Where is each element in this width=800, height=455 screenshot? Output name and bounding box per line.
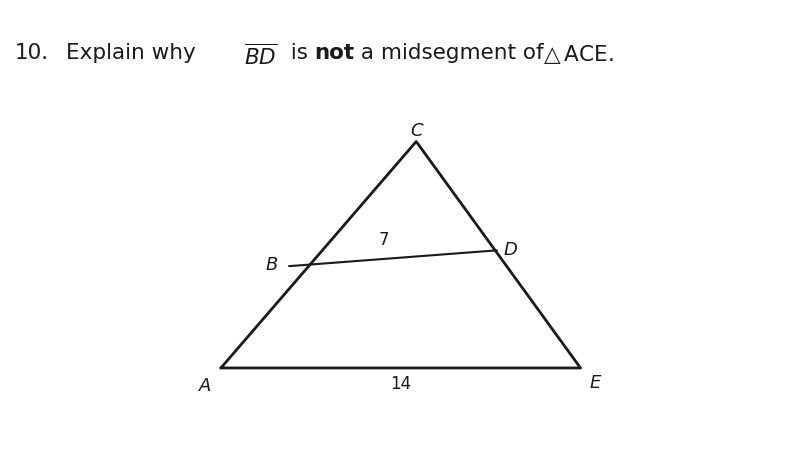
Text: $\overline{BD}$: $\overline{BD}$: [244, 43, 278, 69]
Text: A: A: [199, 376, 211, 394]
Text: 14: 14: [390, 374, 411, 392]
Text: $\triangle$ACE.: $\triangle$ACE.: [539, 43, 614, 66]
Text: C: C: [410, 122, 422, 140]
Text: a midsegment of: a midsegment of: [354, 43, 550, 63]
Text: not: not: [314, 43, 354, 63]
Text: 10.: 10.: [14, 43, 49, 63]
Text: B: B: [266, 256, 278, 274]
Text: E: E: [589, 373, 601, 391]
Text: Explain why: Explain why: [66, 43, 202, 63]
Text: 7: 7: [378, 231, 390, 248]
Text: is: is: [284, 43, 315, 63]
Text: D: D: [503, 240, 518, 258]
